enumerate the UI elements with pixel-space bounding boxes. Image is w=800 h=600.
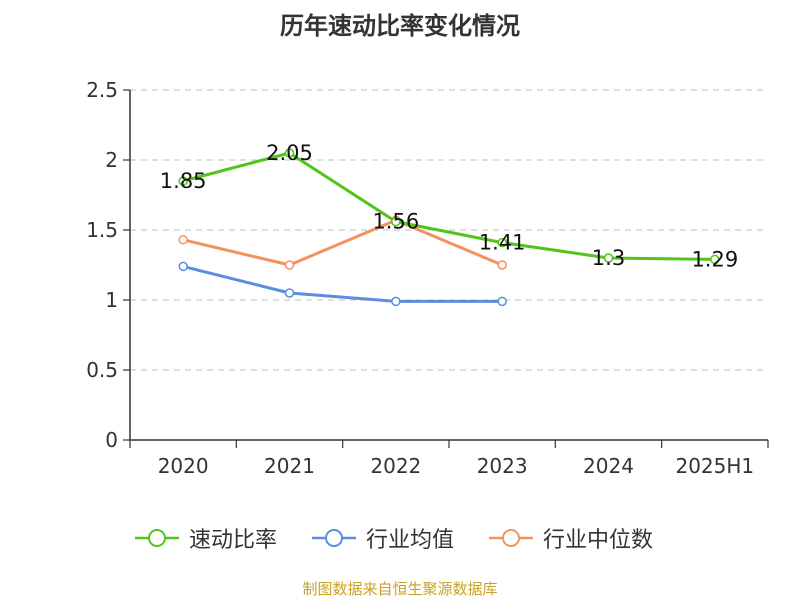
x-tick-label: 2023	[477, 454, 528, 478]
x-tick-label: 2022	[370, 454, 421, 478]
data-label: 1.56	[372, 210, 419, 234]
legend-item-industry-mean[interactable]: 行业均值	[310, 520, 454, 556]
source-note: 制图数据来自恒生聚源数据库	[302, 580, 498, 598]
legend-label: 行业中位数	[543, 528, 654, 553]
x-tick-label: 2024	[583, 454, 634, 478]
data-label: 1.29	[691, 247, 738, 271]
data-point	[284, 260, 295, 270]
series-line	[182, 218, 503, 267]
data-point	[284, 148, 295, 158]
chart-title: 历年速动比率变化情况	[280, 12, 520, 40]
data-point	[710, 254, 720, 265]
data-point	[497, 237, 507, 248]
data-point	[497, 296, 507, 307]
data-label: 1.41	[479, 231, 526, 255]
x-tick-label: 2021	[264, 454, 315, 478]
legend-item-quick-ratio[interactable]: 速动比率	[133, 520, 277, 556]
x-tick-label: 2025H1	[675, 454, 754, 478]
y-tick-label: 2	[105, 148, 118, 172]
data-label: 1.85	[160, 169, 207, 193]
data-label: 2.05	[266, 141, 313, 165]
legend: 速动比率 行业均值 行业中位数	[0, 520, 800, 556]
data-label: 1.3	[592, 246, 625, 270]
legend-marker-icon	[312, 529, 356, 547]
y-tick-label: 2.5	[86, 78, 118, 102]
legend-label: 行业均值	[366, 528, 455, 553]
data-point	[284, 288, 295, 298]
data-point	[603, 253, 614, 263]
legend-marker-icon	[489, 529, 533, 547]
x-tick-label: 2020	[158, 454, 209, 478]
y-tick-label: 0	[105, 428, 118, 452]
legend-marker-icon	[135, 529, 179, 547]
data-point	[178, 235, 188, 245]
legend-label: 速动比率	[189, 528, 278, 553]
data-point	[178, 261, 188, 272]
data-point	[391, 296, 401, 307]
data-point	[178, 176, 188, 186]
data-point	[391, 216, 401, 227]
y-tick-label: 1	[105, 288, 118, 312]
data-point	[497, 260, 507, 270]
series-line	[182, 264, 503, 303]
y-tick-label: 1.5	[86, 218, 118, 242]
y-tick-label: 0.5	[86, 358, 118, 382]
legend-item-industry-median[interactable]: 行业中位数	[487, 520, 653, 556]
series-line	[182, 151, 715, 261]
